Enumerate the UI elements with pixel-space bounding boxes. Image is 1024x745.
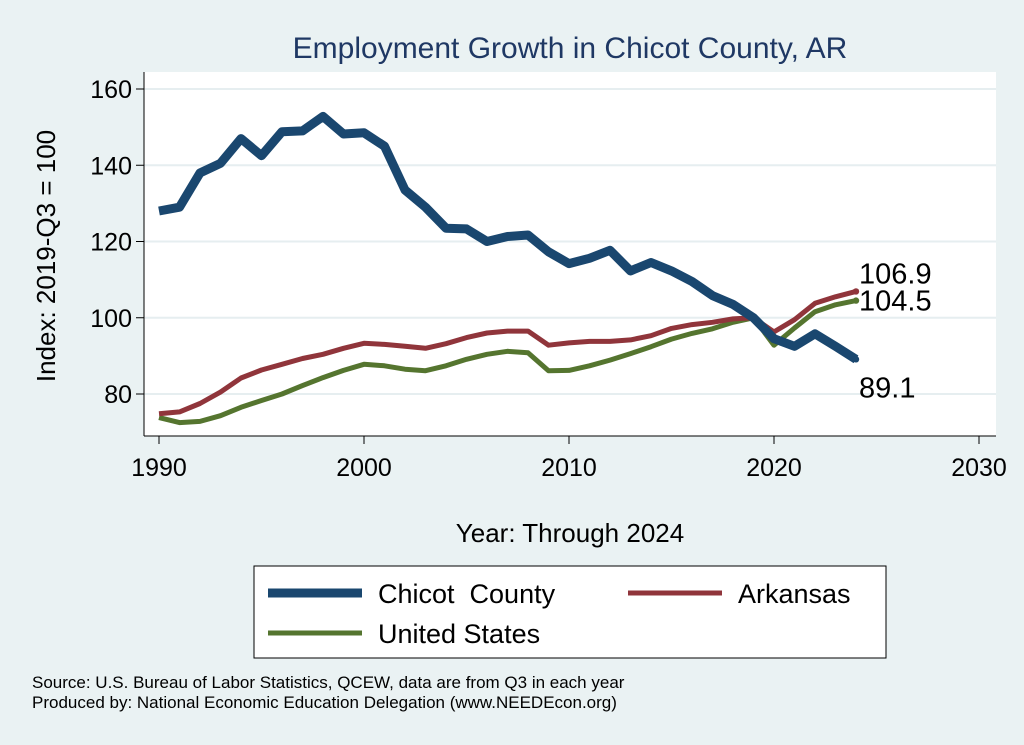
- end-label-chicot-county: 89.1: [859, 372, 915, 404]
- chart-title: Employment Growth in Chicot County, AR: [293, 32, 848, 65]
- x-ticks: 1990 2000 2010 2020 2030: [131, 436, 1007, 482]
- y-tick-label-140: 140: [90, 152, 132, 180]
- series-line-arkansas: [158, 288, 857, 417]
- y-tick-label-120: 120: [90, 229, 132, 257]
- y-tick-label-160: 160: [90, 76, 132, 104]
- x-tick-label-1990: 1990: [131, 454, 187, 482]
- source-note: Source: U.S. Bureau of Labor Statistics,…: [32, 673, 625, 692]
- end-label-arkansas: 106.9: [859, 258, 932, 290]
- x-axis-label: Year: Through 2024: [456, 518, 684, 548]
- x-tick-label-2020: 2020: [746, 454, 802, 482]
- legend: Chicot County Arkansas United States: [253, 565, 887, 659]
- end-label-united-states: 104.5: [859, 286, 932, 318]
- series-end-point-arkansas: [852, 288, 860, 295]
- y-tick-label-80: 80: [104, 381, 132, 409]
- y-tick-label-100: 100: [90, 305, 132, 333]
- x-tick-label-2000: 2000: [336, 454, 392, 482]
- x-tick-label-2010: 2010: [541, 454, 597, 482]
- series-end-point-chicot-county: [852, 356, 860, 363]
- x-tick-label-2030: 2030: [951, 454, 1007, 482]
- produced-by-note: Produced by: National Economic Education…: [32, 693, 617, 712]
- series-line-chicot-county: [158, 111, 859, 364]
- series-end-point-united-states: [852, 297, 860, 304]
- y-axis-label: Index: 2019-Q3 = 100: [31, 130, 61, 382]
- legend-box: [253, 565, 887, 659]
- y-ticks: 80 100 120 140 160: [90, 76, 144, 409]
- legend-label-us: United States: [378, 619, 540, 649]
- legend-label-arkansas: Arkansas: [738, 579, 851, 609]
- series-group: [158, 111, 860, 426]
- legend-label-chicot: Chicot County: [378, 579, 556, 609]
